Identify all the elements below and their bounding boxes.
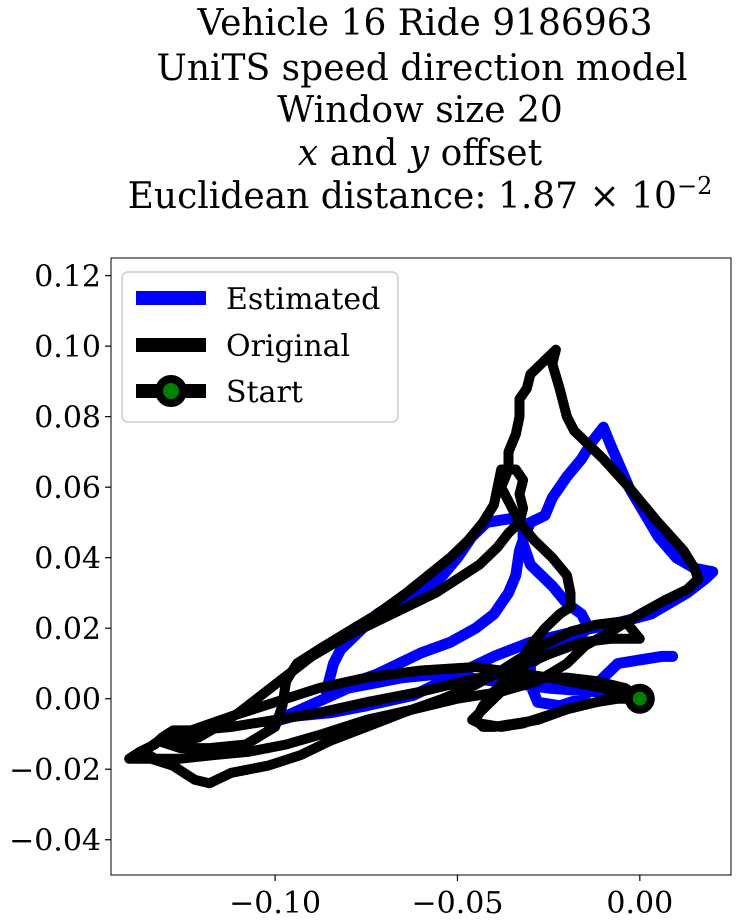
title-line-3: Window size 20 — [277, 90, 563, 131]
legend-swatch-start-marker — [155, 375, 187, 407]
series-original-line — [153, 464, 529, 754]
x-tick-label: −0.05 — [412, 886, 504, 920]
legend-label-start: Start — [226, 375, 303, 410]
chart-title: Vehicle 16 Ride 9186963 UniTS speed dire… — [128, 3, 713, 217]
y-tick-label: −0.02 — [9, 753, 101, 788]
title-line-4: x and y offset — [298, 133, 543, 174]
y-tick-label: 0.00 — [34, 683, 101, 718]
y-tick-label: 0.06 — [34, 471, 101, 506]
legend-label-estimated: Estimated — [226, 282, 380, 317]
legend: Estimated Original Start — [121, 271, 399, 423]
title-line-2: UniTS speed direction model — [157, 48, 688, 89]
title-line-1: Vehicle 16 Ride 9186963 — [196, 3, 652, 44]
axes-layer: −0.10 −0.05 0.00 −0.04 −0.02 0.00 0.02 0.04 0.06… — [9, 260, 673, 920]
x-tick-label: 0.00 — [606, 886, 673, 920]
title-line-5: Euclidean distance: 1.87 × 10−2 — [128, 172, 713, 217]
y-tick-label: 0.12 — [34, 260, 101, 295]
series-original-line — [124, 344, 704, 789]
y-tick-label: 0.08 — [34, 401, 101, 436]
start-marker — [624, 683, 655, 714]
legend-label-original: Original — [226, 329, 350, 364]
y-tick-label: 0.04 — [34, 542, 101, 577]
y-tick-label: 0.02 — [34, 612, 101, 647]
y-tick-label: −0.04 — [9, 824, 101, 859]
series-layer — [124, 344, 719, 789]
y-tick-label: 0.10 — [34, 330, 101, 365]
x-tick-label: −0.10 — [229, 886, 321, 920]
series-original-line — [470, 616, 645, 732]
